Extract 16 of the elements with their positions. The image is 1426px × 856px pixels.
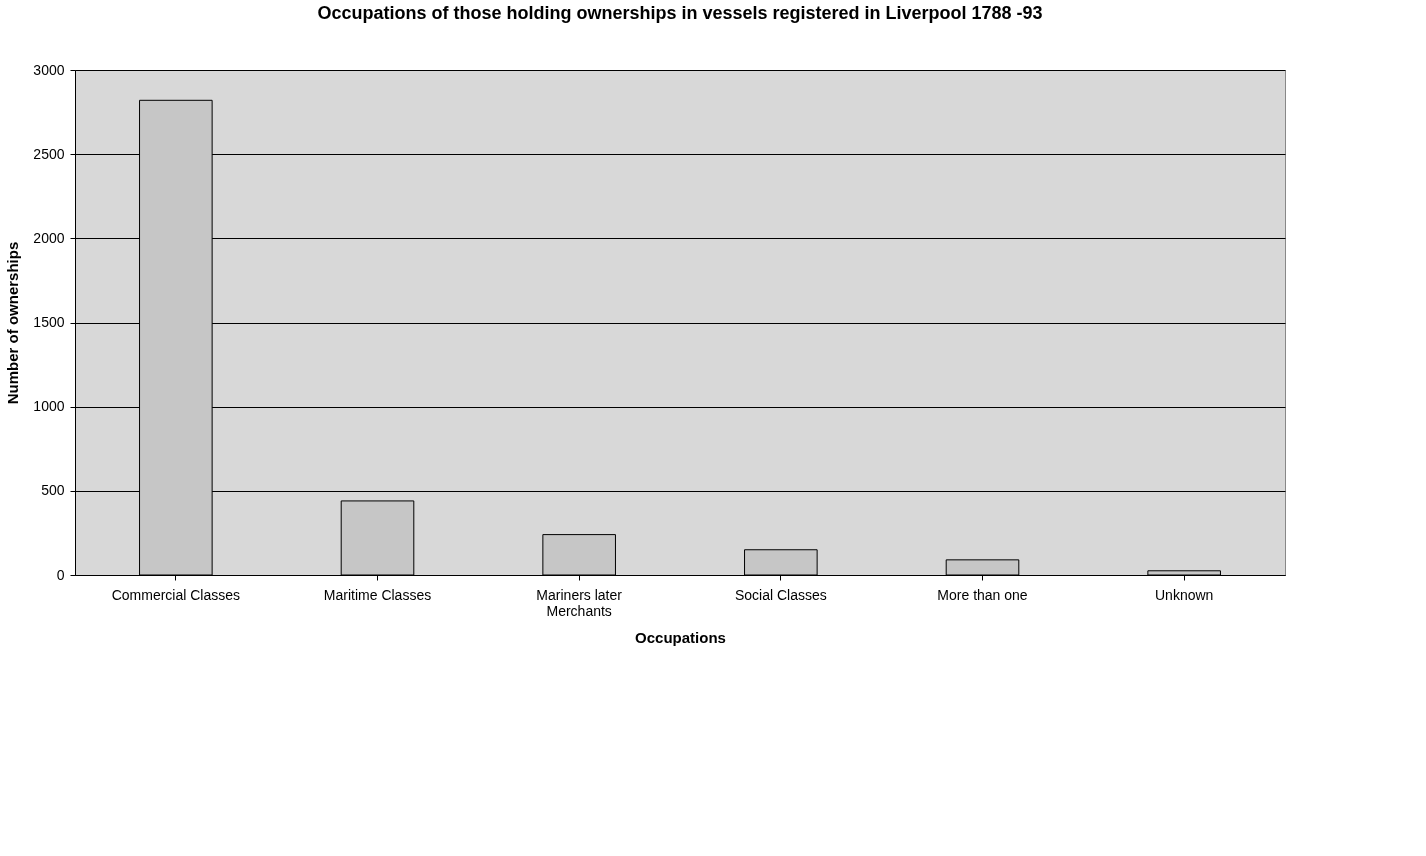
y-tick-label: 2000	[33, 229, 65, 246]
y-axis-title: Number of ownerships	[4, 241, 22, 405]
x-axis-title: Occupations	[635, 628, 726, 646]
x-tick-label: Social Classes	[734, 586, 827, 603]
x-tick-label: More than one	[937, 586, 1028, 603]
x-tick-label: Maritime Classes	[323, 586, 432, 603]
y-tick-label: 2500	[33, 145, 65, 162]
x-tick-label: Unknown	[1154, 586, 1214, 603]
y-tick-label: 3000	[33, 61, 65, 78]
x-tick-label: Mariners later Merchants	[536, 586, 623, 619]
chart-title: Occupations of those holding ownerships in vessels registered in Liverpool 1788 -93	[317, 3, 1043, 23]
y-tick-label: 1000	[33, 398, 65, 415]
y-tick-label: 0	[56, 566, 65, 583]
x-tick-label: Commercial Classes	[111, 586, 241, 603]
y-tick-label: 500	[41, 482, 65, 499]
y-tick-label: 1500	[33, 314, 65, 330]
